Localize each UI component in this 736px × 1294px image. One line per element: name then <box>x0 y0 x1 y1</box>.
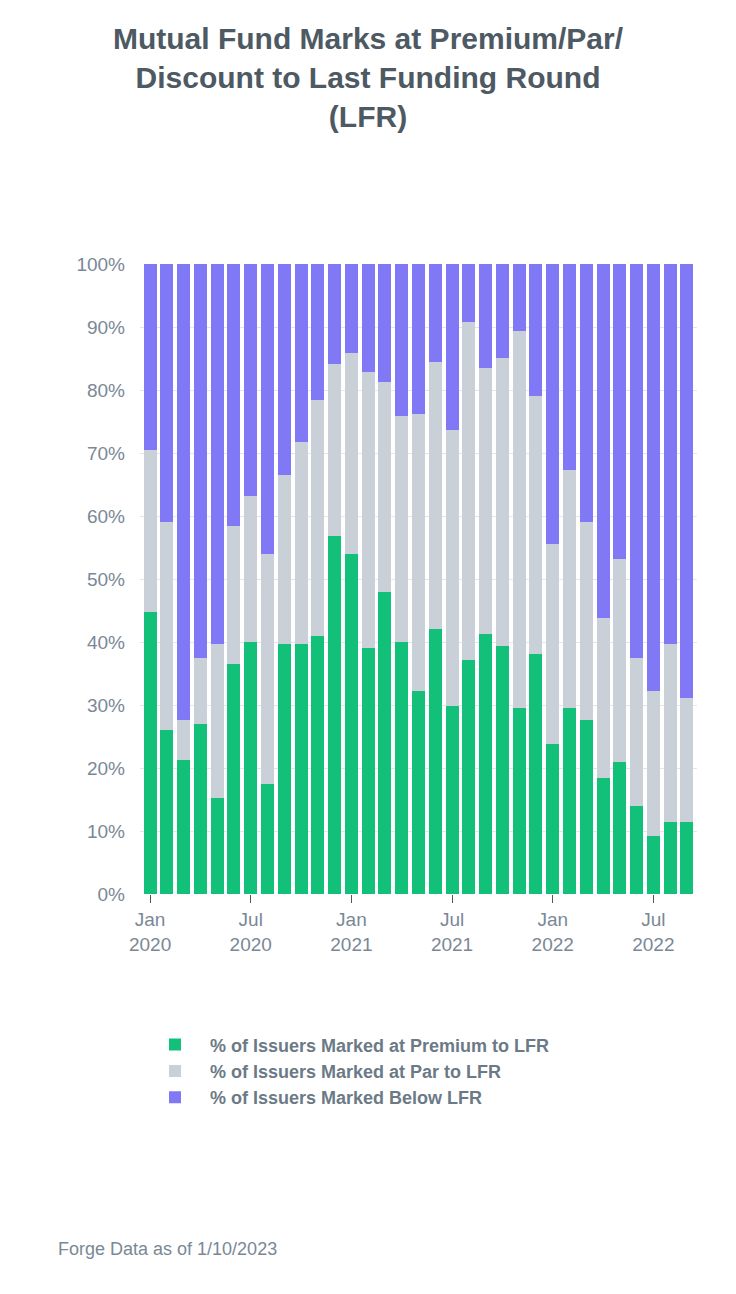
svg-text:Jan2022: Jan2022 <box>532 909 574 955</box>
svg-text:% of Issuers Marked Below LFR: % of Issuers Marked Below LFR <box>210 1088 482 1108</box>
svg-text:80%: 80% <box>87 380 125 401</box>
svg-text:Jan2020: Jan2020 <box>129 909 171 955</box>
svg-text:20%: 20% <box>87 758 125 779</box>
svg-text:Jul2020: Jul2020 <box>230 909 272 955</box>
svg-text:30%: 30% <box>87 695 125 716</box>
svg-text:0%: 0% <box>98 884 126 905</box>
svg-text:% of Issuers Marked at Premium: % of Issuers Marked at Premium to LFR <box>210 1036 549 1056</box>
svg-text:Jul2022: Jul2022 <box>632 909 674 955</box>
svg-text:Jan2021: Jan2021 <box>330 909 372 955</box>
svg-text:50%: 50% <box>87 569 125 590</box>
svg-text:% of Issuers Marked at Par to: % of Issuers Marked at Par to LFR <box>210 1062 501 1082</box>
svg-text:60%: 60% <box>87 506 125 527</box>
svg-text:40%: 40% <box>87 632 125 653</box>
svg-text:70%: 70% <box>87 443 125 464</box>
svg-text:90%: 90% <box>87 317 125 338</box>
svg-text:10%: 10% <box>87 821 125 842</box>
svg-text:100%: 100% <box>76 254 125 275</box>
svg-text:Mutual Fund Marks at Premium/P: Mutual Fund Marks at Premium/Par/Discoun… <box>113 22 624 133</box>
svg-text:Forge Data as of 1/10/2023: Forge Data as of 1/10/2023 <box>58 1239 277 1259</box>
svg-text:Jul2021: Jul2021 <box>431 909 473 955</box>
